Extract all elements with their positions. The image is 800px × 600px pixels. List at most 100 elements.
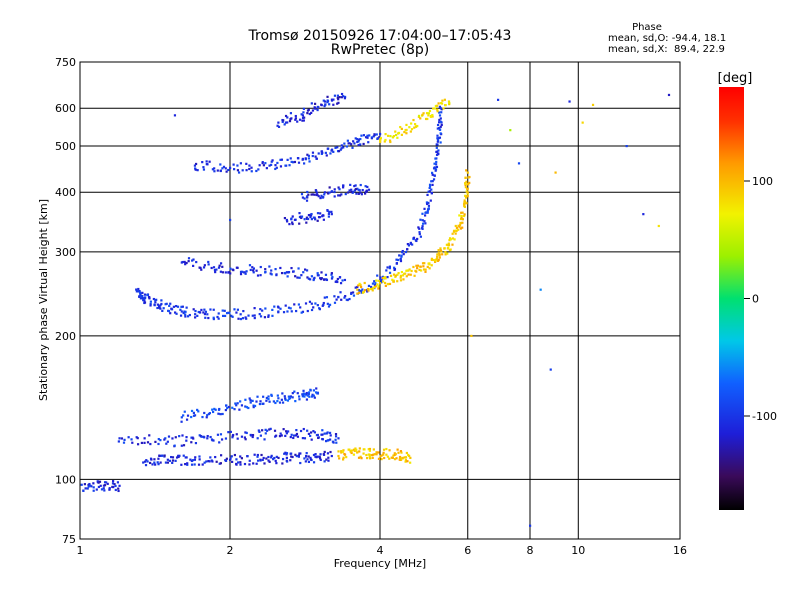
echo-point (412, 265, 415, 269)
echo-point (162, 307, 165, 310)
echo-point (428, 190, 431, 193)
echo-point (130, 438, 133, 441)
echo-point (289, 435, 292, 439)
echo-point (192, 258, 195, 261)
echo-point (217, 312, 220, 315)
echo-point (183, 410, 186, 413)
echo-point (198, 458, 201, 461)
echo-point (444, 104, 447, 107)
echo-point (190, 409, 194, 413)
echo-point (457, 228, 460, 231)
echo-point (296, 120, 299, 123)
echo-point (362, 142, 365, 146)
trace-point (337, 454, 340, 458)
echo-point (224, 408, 227, 412)
echo-point (215, 268, 218, 271)
echo-point (311, 109, 315, 112)
echo-point (419, 218, 422, 221)
echo-point (287, 430, 290, 433)
echo-point (329, 438, 332, 441)
echo-point (404, 456, 408, 459)
echo-point (439, 141, 442, 144)
echo-point (426, 210, 429, 213)
trace-point (180, 416, 183, 419)
echo-point (372, 453, 375, 456)
echo-point (398, 455, 402, 459)
echo-point (397, 451, 400, 454)
echo-point (255, 400, 258, 403)
echo-point (315, 189, 318, 192)
echo-point (207, 263, 210, 266)
echo-point (106, 482, 109, 485)
echo-point (316, 108, 319, 112)
echo-point (359, 285, 363, 289)
echo-point (245, 431, 248, 435)
echo-point (100, 488, 104, 491)
echo-point (303, 218, 306, 221)
echo-point (392, 454, 395, 457)
echo-point (97, 485, 101, 489)
echo-point (439, 249, 442, 252)
echo-point (399, 279, 403, 282)
echo-point (143, 299, 146, 302)
echo-point (170, 455, 173, 459)
echo-point (256, 437, 259, 440)
echo-point (328, 431, 332, 435)
y-tick-label: 300 (55, 246, 76, 259)
echo-point (424, 117, 428, 121)
echo-point (204, 316, 207, 319)
echo-point (323, 105, 326, 108)
echo-point (406, 269, 409, 272)
echo-point (461, 218, 464, 221)
echo-point (419, 265, 422, 268)
echo-point (436, 104, 439, 107)
echo-point (229, 430, 232, 434)
echo-point (275, 273, 278, 276)
echo-point (153, 461, 156, 464)
echo-point (428, 267, 431, 270)
echo-point (174, 436, 177, 439)
echo-point (158, 454, 161, 457)
echo-point (426, 202, 429, 206)
echo-point (302, 427, 305, 431)
echo-point (346, 139, 349, 142)
echo-point (262, 456, 265, 460)
echo-point (235, 458, 238, 461)
echo-point (356, 187, 359, 190)
echo-point (305, 451, 308, 455)
echo-point (243, 271, 246, 274)
echo-point (337, 101, 340, 104)
echo-point (197, 410, 200, 413)
trace-point (435, 257, 438, 261)
echo-point (336, 146, 339, 149)
echo-point (339, 148, 342, 151)
echo-point (307, 154, 310, 157)
echo-point (467, 183, 470, 186)
echo-point (436, 134, 439, 137)
echo-point (304, 157, 307, 160)
echo-point (350, 190, 353, 194)
echo-point (185, 306, 188, 309)
echo-point (354, 137, 357, 140)
echo-point (170, 308, 174, 311)
echo-point (245, 317, 248, 320)
echo-point (252, 269, 255, 272)
echo-point (295, 454, 298, 458)
echo-point (190, 436, 193, 439)
echo-point (229, 457, 232, 460)
echo-point (253, 404, 257, 408)
echo-point (112, 480, 115, 483)
echo-point (290, 310, 293, 313)
echo-point (236, 437, 239, 440)
echo-point (428, 185, 432, 188)
trace-point (301, 157, 305, 161)
echo-point (117, 440, 120, 443)
echo-point (212, 316, 215, 319)
echo-point (416, 264, 420, 267)
trace-point (118, 484, 121, 487)
trace-point (439, 107, 443, 110)
echo-point (202, 266, 206, 269)
echo-point (288, 396, 292, 400)
echo-point (451, 243, 454, 246)
echo-point (227, 271, 230, 274)
